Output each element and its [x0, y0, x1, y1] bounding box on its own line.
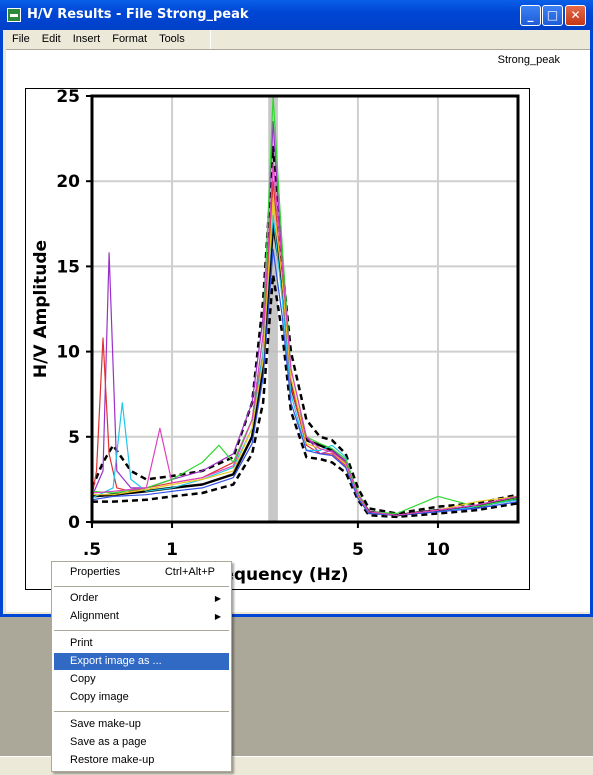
x-tick-label: 10 — [426, 540, 450, 560]
menu-insert[interactable]: Insert — [72, 33, 101, 45]
graph-sheet[interactable]: Strong_peak 0 5 10 15 20 25 .5 1 5 10 Frequency … — [6, 49, 590, 612]
x-tick-label: .5 — [83, 540, 101, 560]
grid — [92, 96, 518, 522]
y-tick-label: 20 — [56, 172, 80, 192]
plot-area — [92, 96, 518, 522]
menu-item-restore-makeup[interactable]: Restore make-up — [54, 752, 229, 769]
menu-item-alignment[interactable]: Alignment ▶ — [54, 608, 229, 625]
x-tick-label: 1 — [166, 540, 178, 560]
menu-bar: File Edit Insert Format Tools — [6, 30, 211, 49]
menu-separator — [54, 711, 229, 712]
maximize-button[interactable]: □ — [542, 5, 563, 26]
series-line-9 — [92, 163, 518, 516]
menu-edit[interactable]: Edit — [41, 33, 61, 45]
print-label: Print — [70, 637, 93, 649]
minimize-button[interactable]: _ — [520, 5, 541, 26]
properties-shortcut: Ctrl+Alt+P — [164, 566, 215, 578]
series-line-6 — [92, 96, 518, 515]
context-menu: Properties Ctrl+Alt+P Order ▶ Alignment … — [51, 561, 232, 772]
restore-makeup-label: Restore make-up — [70, 754, 155, 766]
y-axis-label: H/V Amplitude — [31, 240, 51, 378]
x-ticks: .5 1 5 10 — [83, 522, 450, 560]
x-axis-label: Frequency (Hz) — [203, 565, 348, 585]
menu-item-properties[interactable]: Properties Ctrl+Alt+P — [54, 564, 229, 581]
y-ticks: 0 5 10 15 20 25 — [56, 87, 92, 533]
submenu-arrow-icon: ▶ — [214, 594, 221, 603]
copy-image-label: Copy image — [70, 691, 129, 703]
menu-item-save-page[interactable]: Save as a page — [54, 734, 229, 751]
menu-item-copy[interactable]: Copy — [54, 671, 229, 688]
document-label: Strong_peak — [497, 54, 560, 66]
graph-frame[interactable] — [25, 88, 530, 590]
series-group — [92, 96, 518, 519]
copy-label: Copy — [70, 673, 96, 685]
y-tick-label: 15 — [56, 257, 80, 277]
alignment-label: Alignment — [70, 610, 119, 622]
menu-item-save-makeup[interactable]: Save make-up — [54, 716, 229, 733]
peak-band — [268, 96, 278, 522]
title-bar[interactable]: H/V Results - File Strong_peak _ □ ✕ — [0, 0, 593, 30]
app-icon — [7, 8, 21, 22]
close-button[interactable]: ✕ — [565, 5, 586, 26]
save-page-label: Save as a page — [70, 736, 147, 748]
menu-item-copy-image[interactable]: Copy image — [54, 689, 229, 706]
menu-tools[interactable]: Tools — [159, 33, 185, 45]
export-label: Export image as ... — [70, 655, 162, 667]
window-title: H/V Results - File Strong_peak — [27, 7, 249, 22]
menu-separator — [54, 630, 229, 631]
series-line-2 — [92, 273, 518, 519]
y-tick-label: 0 — [68, 513, 80, 533]
order-label: Order — [70, 592, 99, 604]
y-tick-label: 10 — [56, 343, 80, 363]
menu-item-order[interactable]: Order ▶ — [54, 590, 229, 607]
menu-item-export-image[interactable]: Export image as ... — [54, 653, 229, 670]
plot-border — [90, 94, 520, 524]
save-makeup-label: Save make-up — [70, 718, 141, 730]
submenu-arrow-icon: ▶ — [214, 612, 221, 621]
y-tick-label: 25 — [56, 87, 80, 107]
menu-separator — [54, 586, 229, 587]
menu-item-print[interactable]: Print — [54, 635, 229, 652]
hv-results-window: H/V Results - File Strong_peak _ □ ✕ Fil… — [0, 0, 593, 617]
menu-format[interactable]: Format — [112, 33, 148, 45]
properties-label: Properties — [70, 566, 121, 578]
y-tick-label: 5 — [68, 428, 80, 448]
x-tick-label: 5 — [352, 540, 364, 560]
menu-file[interactable]: File — [12, 33, 30, 45]
